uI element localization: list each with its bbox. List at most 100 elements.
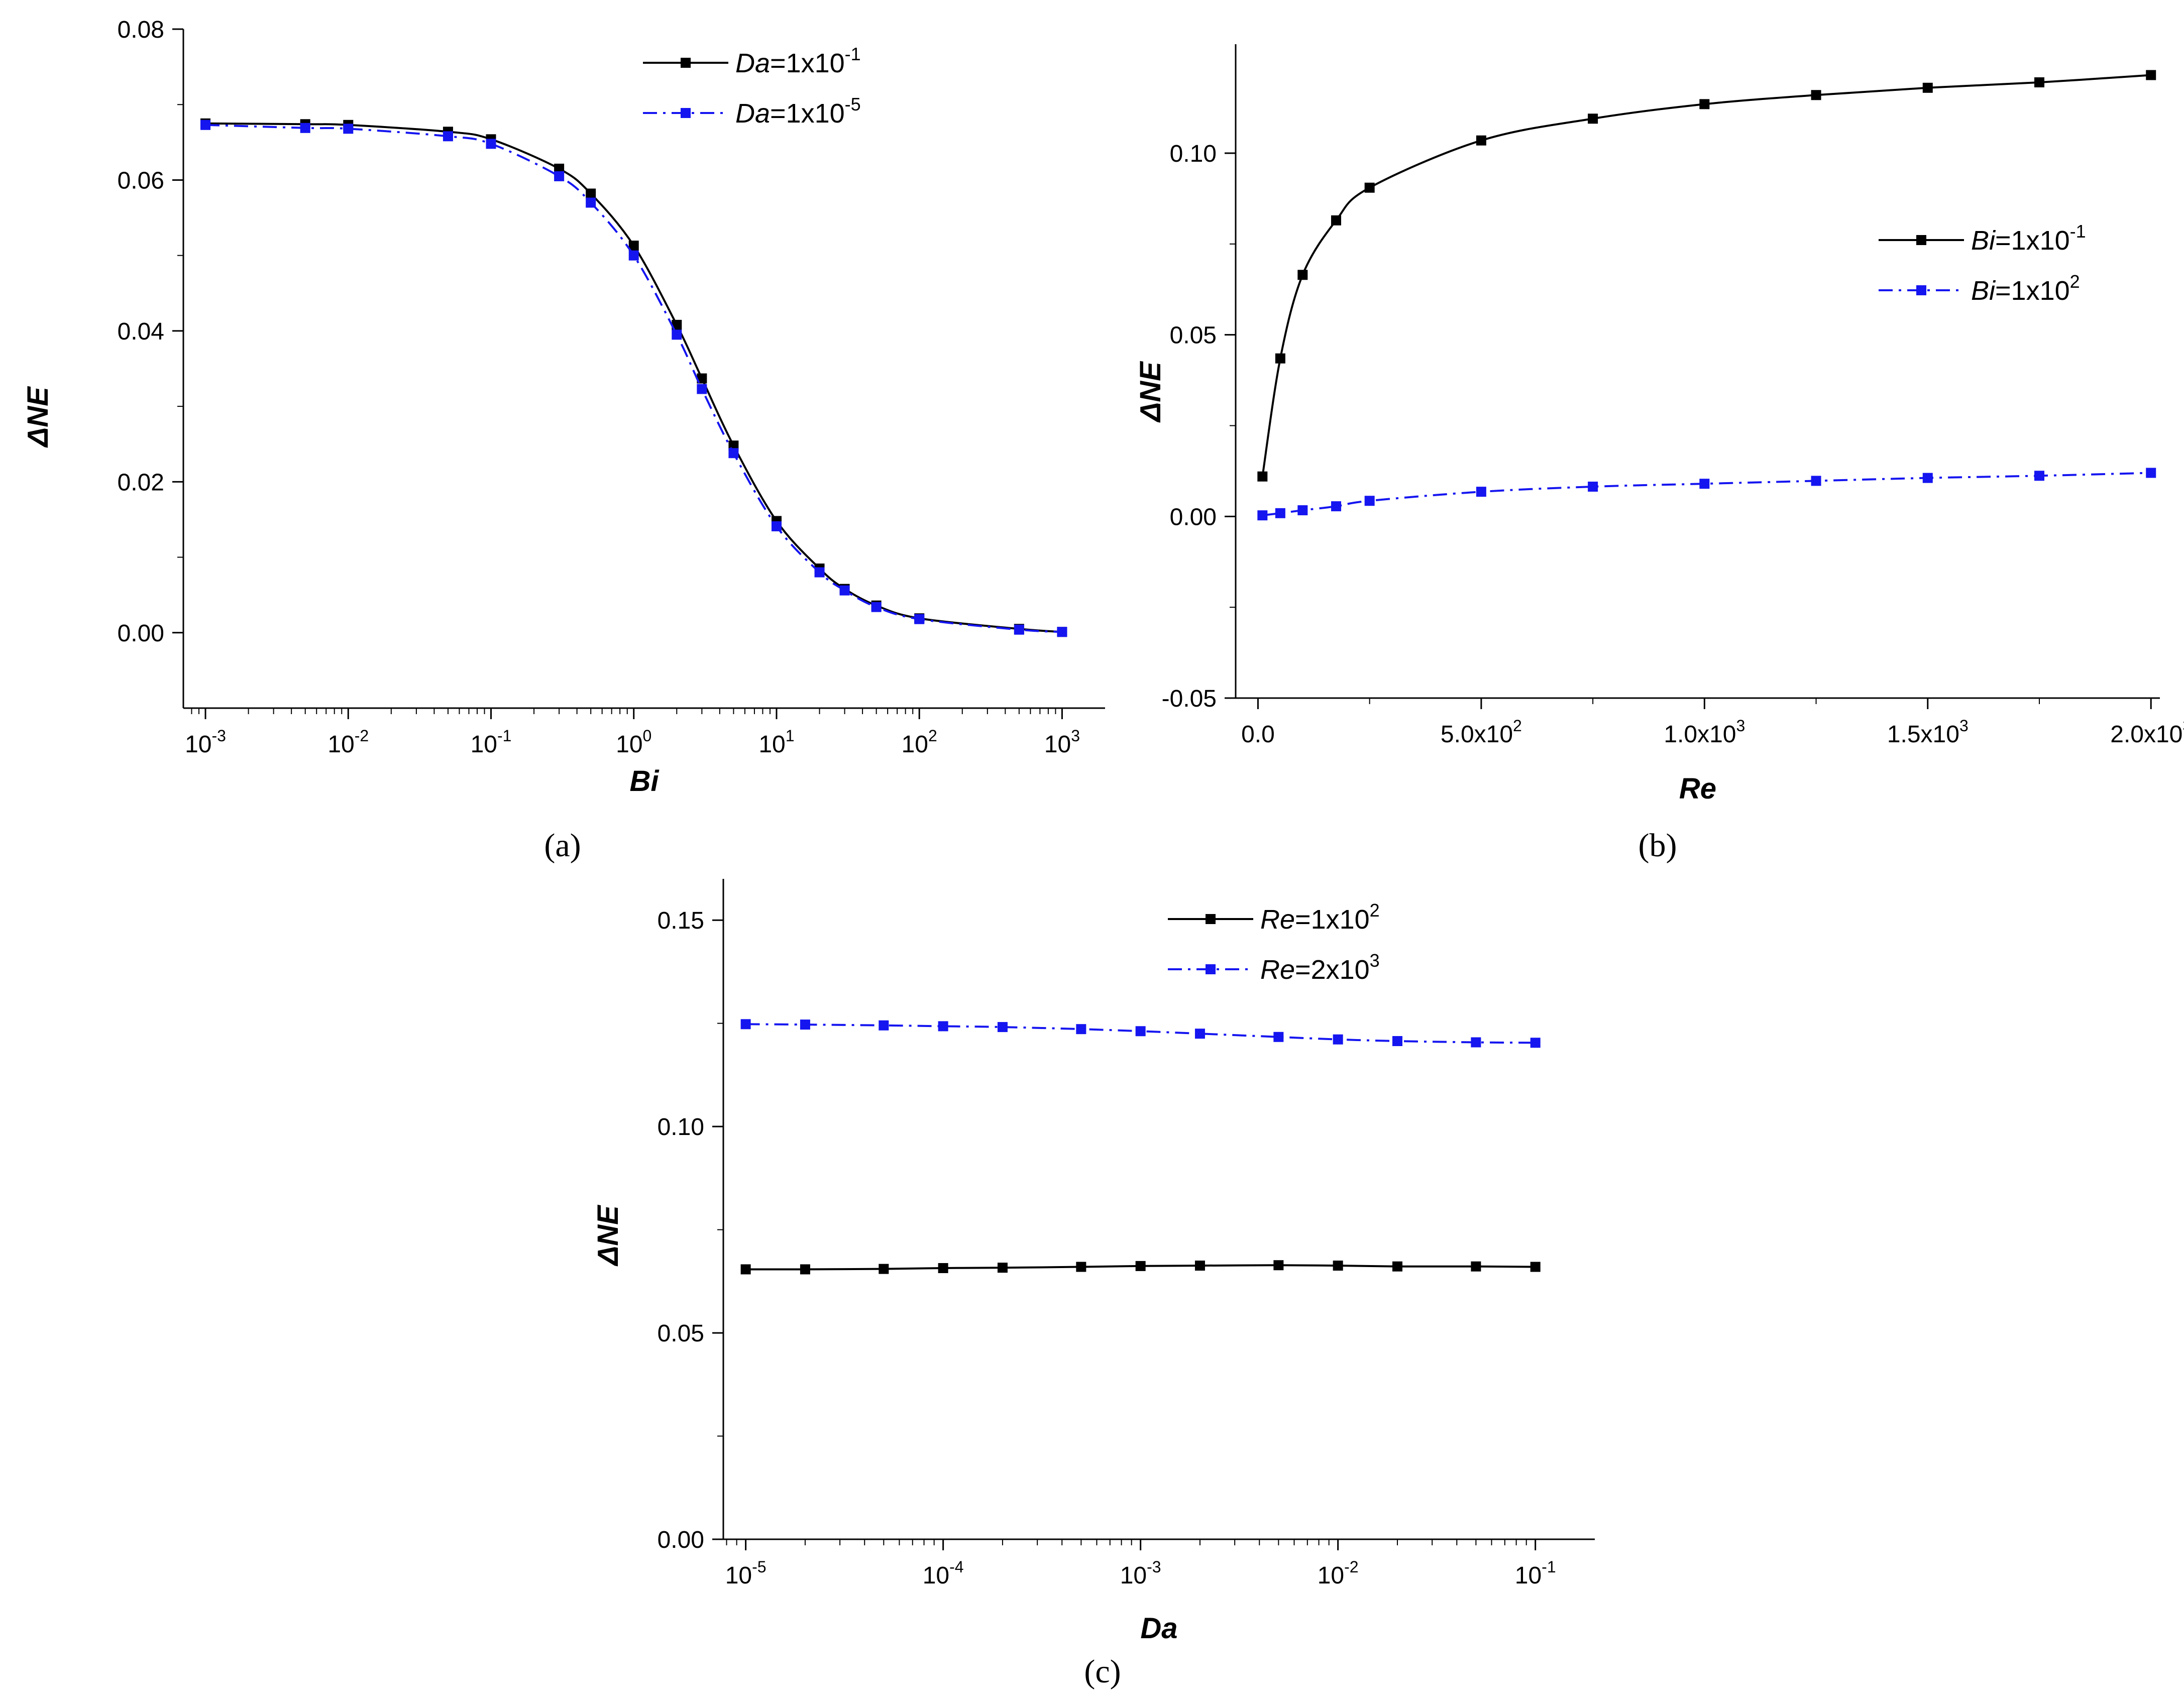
- x-axis-label: Da: [1140, 1612, 1177, 1645]
- data-point: [800, 1019, 810, 1030]
- data-point: [1392, 1261, 1402, 1272]
- data-point: [997, 1263, 1008, 1273]
- x-tick-label: 1.5x103: [1887, 717, 1969, 748]
- legend: Bi=1x10-1 Bi=1x102: [1879, 221, 2086, 306]
- data-point: [586, 188, 596, 199]
- data-point: [1331, 501, 1341, 512]
- x-tick-label: 10-5: [725, 1558, 767, 1589]
- x-tick-label: 5.0x102: [1441, 717, 1522, 748]
- x-tick-label: 2.0x103: [2110, 717, 2184, 748]
- data-point: [1273, 1260, 1284, 1271]
- data-point: [628, 241, 639, 251]
- legend-marker: [1206, 964, 1216, 974]
- x-tick-label: 10-3: [1120, 1558, 1161, 1589]
- data-point: [1588, 113, 1598, 124]
- legend-marker: [1916, 285, 1926, 295]
- y-axis-label: ΔNE: [592, 1204, 624, 1267]
- data-point: [200, 120, 211, 130]
- data-point: [1333, 1261, 1343, 1271]
- data-point: [1392, 1036, 1402, 1046]
- y-tick-label: -0.05: [1162, 686, 1217, 712]
- data-point: [300, 123, 310, 133]
- data-point: [2034, 77, 2044, 87]
- chart-panel-b: -0.05 0.00 0.05 0.10 0.0 5.0x102 1.0x103 1.5x10…: [1134, 44, 2184, 864]
- x-tick-label: 102: [902, 727, 937, 758]
- data-point: [1922, 82, 1933, 93]
- x-tick-label: 10-3: [185, 727, 226, 758]
- series-line-1: [205, 122, 1062, 633]
- y-axis-label: ΔNE: [1134, 361, 1167, 423]
- data-point: [1194, 1261, 1205, 1271]
- data-point: [586, 197, 596, 208]
- data-point: [1297, 270, 1308, 280]
- data-point: [879, 1020, 889, 1031]
- data-point: [740, 1264, 751, 1275]
- data-point: [443, 131, 453, 142]
- data-point: [1333, 1034, 1343, 1045]
- data-point: [2146, 70, 2156, 80]
- data-point: [997, 1022, 1008, 1033]
- data-point: [1811, 90, 1821, 100]
- data-point: [1076, 1262, 1086, 1272]
- x-tick-label: 101: [758, 727, 794, 758]
- panel-label-a: (a): [544, 827, 581, 864]
- data-point: [1471, 1037, 1481, 1048]
- y-tick-label: 0.05: [658, 1320, 704, 1347]
- series-line-1: [1261, 74, 2151, 477]
- data-point: [938, 1021, 948, 1032]
- data-point: [1257, 471, 1268, 482]
- data-point: [697, 384, 707, 394]
- x-tick-label: 100: [616, 727, 651, 758]
- y-tick-label: 0.06: [118, 167, 164, 194]
- legend-label-2: Bi=1x102: [1971, 271, 2080, 306]
- data-point: [1811, 476, 1821, 486]
- legend-label-1: Da=1x10-1: [735, 44, 861, 78]
- legend-marker: [681, 108, 691, 118]
- data-point: [628, 250, 639, 261]
- y-tick-label: 0.00: [118, 620, 164, 647]
- legend: Re=1x102 Re=2x103: [1168, 900, 1380, 985]
- legend-marker: [681, 58, 691, 68]
- data-point: [879, 1264, 889, 1274]
- data-point: [1257, 510, 1268, 521]
- data-point: [1922, 473, 1933, 483]
- y-tick-label: 0.10: [658, 1114, 704, 1141]
- data-point: [871, 602, 882, 612]
- data-point: [1530, 1038, 1541, 1048]
- chart-panel-c: 0.00 0.05 0.10 0.15 10-5 10-4 10-3 10-2 10-1 Da ΔN…: [592, 879, 1595, 1690]
- data-point: [800, 1264, 810, 1275]
- legend-marker: [1916, 235, 1926, 245]
- y-tick-label: 0.15: [658, 907, 704, 934]
- data-point: [1014, 624, 1024, 635]
- data-point: [2034, 471, 2044, 481]
- data-point: [1194, 1029, 1205, 1039]
- x-axis-label: Re: [1679, 772, 1716, 805]
- y-tick-label: 0.02: [118, 469, 164, 496]
- legend: Da=1x10-1 Da=1x10-5: [643, 44, 861, 129]
- x-tick-label: 1.0x103: [1664, 717, 1745, 748]
- data-point: [486, 139, 496, 149]
- y-tick-label: 0.00: [658, 1527, 704, 1553]
- data-point: [1275, 508, 1285, 518]
- data-point: [938, 1263, 948, 1274]
- legend-label-2: Da=1x10-5: [735, 94, 861, 129]
- x-tick-label: 10-2: [1318, 1558, 1359, 1589]
- data-point: [697, 373, 707, 384]
- x-tick-label: 103: [1044, 727, 1080, 758]
- data-point: [1273, 1032, 1284, 1042]
- legend-marker: [1206, 914, 1216, 924]
- data-point: [1530, 1262, 1541, 1272]
- x-tick-label: 10-1: [1515, 1558, 1556, 1589]
- panel-label-b: (b): [1639, 827, 1677, 864]
- panel-label-c: (c): [1084, 1653, 1121, 1690]
- data-point: [1588, 482, 1598, 492]
- data-point: [1364, 496, 1375, 506]
- data-point: [672, 329, 682, 340]
- y-tick-label: 0.10: [1170, 141, 1217, 167]
- data-point: [1135, 1026, 1146, 1037]
- x-tick-label: 0.0: [1241, 721, 1275, 748]
- chart-panel-a: 0.00 0.02 0.04 0.06 0.08 10-3 10-2 10-1 100 101 10…: [22, 17, 1105, 864]
- data-point: [1135, 1261, 1146, 1271]
- data-point: [343, 124, 354, 134]
